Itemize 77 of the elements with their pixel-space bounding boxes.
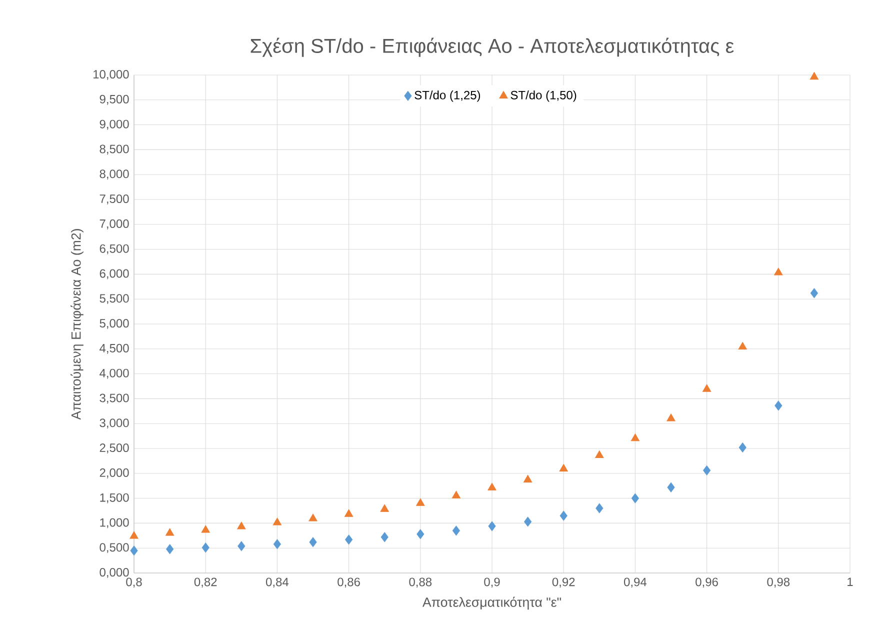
y-tick-label: 5,500 [100, 294, 129, 304]
x-tick-label: 0,96 [696, 578, 718, 588]
point [416, 498, 425, 506]
point [380, 504, 389, 512]
point [738, 342, 747, 350]
point [165, 528, 174, 536]
point [273, 539, 281, 550]
point [631, 493, 639, 504]
x-tick-label: 1 [848, 578, 853, 586]
y-tick-label: 6,000 [100, 269, 129, 280]
point [666, 414, 676, 422]
point [488, 521, 496, 532]
point [702, 384, 712, 392]
point [630, 434, 640, 442]
point [524, 516, 532, 527]
point [523, 474, 532, 482]
point [166, 544, 174, 554]
point [595, 450, 604, 458]
x-tick-label: 0,94 [624, 578, 647, 588]
point [345, 534, 353, 545]
y-tick-label: 1,000 [100, 518, 129, 528]
y-tick-label: 2,500 [100, 444, 129, 454]
point [560, 510, 568, 521]
point [703, 465, 711, 476]
point [452, 526, 460, 536]
y-tick-label: 9,000 [100, 120, 129, 130]
point [309, 537, 317, 548]
point [810, 72, 819, 80]
x-tick-label: 0,82 [194, 578, 217, 588]
y-tick-label: 4,500 [100, 344, 129, 354]
point [596, 503, 604, 514]
point [130, 546, 138, 556]
y-tick-label: 8,000 [100, 170, 129, 180]
x-tick-label: 0,9 [484, 578, 500, 588]
y-tick-label: 0,500 [100, 543, 129, 554]
y-tick-label: 10,000 [94, 70, 129, 80]
point [416, 529, 424, 540]
x-axis-title: Αποτελεσματικότητα "ε" [422, 596, 561, 610]
legend-label: ST/do (1,50) [510, 90, 576, 102]
y-tick-label: 2,000 [100, 468, 129, 478]
point [774, 268, 783, 276]
point [810, 288, 818, 298]
x-tick-label: 0,86 [338, 578, 360, 588]
x-tick-label: 0,8 [126, 578, 142, 588]
point [344, 509, 354, 517]
y-tick-label: 4,000 [100, 368, 129, 379]
point [130, 531, 138, 539]
y-tick-label: 9,500 [100, 94, 129, 105]
point [488, 482, 496, 490]
point [559, 464, 568, 472]
legend-label: ST/do (1,25) [414, 90, 480, 102]
point [308, 514, 318, 522]
point [380, 532, 388, 542]
y-tick-label: 0,000 [100, 568, 129, 578]
y-tick-label: 8,500 [100, 144, 129, 155]
point [738, 442, 746, 452]
y-axis-title: Απαιτούμενη Επιφάνεια Αο (m2) [70, 229, 84, 420]
y-tick-label: 6,500 [100, 244, 129, 254]
point [272, 518, 282, 526]
x-tick-label: 0,84 [266, 578, 289, 588]
x-tick-label: 0,98 [767, 578, 790, 588]
chart-title: Σχέση ST/do - Επιφάνειας Αο - Αποτελεσματικότητας ε [250, 38, 734, 57]
point [452, 490, 461, 498]
y-tick-label: 1,500 [100, 493, 129, 504]
y-tick-label: 5,000 [100, 319, 129, 329]
y-tick-label: 3,000 [100, 418, 129, 429]
x-tick-label: 0,88 [409, 578, 432, 588]
point [238, 541, 246, 552]
x-tick-label: 0,92 [552, 578, 575, 588]
point [202, 542, 210, 553]
point [201, 525, 210, 533]
y-tick-label: 3,500 [100, 394, 129, 404]
point [237, 522, 246, 530]
y-tick-label: 7,000 [100, 219, 129, 230]
point [774, 400, 782, 411]
y-tick-label: 7,500 [100, 194, 129, 204]
point [667, 482, 675, 492]
